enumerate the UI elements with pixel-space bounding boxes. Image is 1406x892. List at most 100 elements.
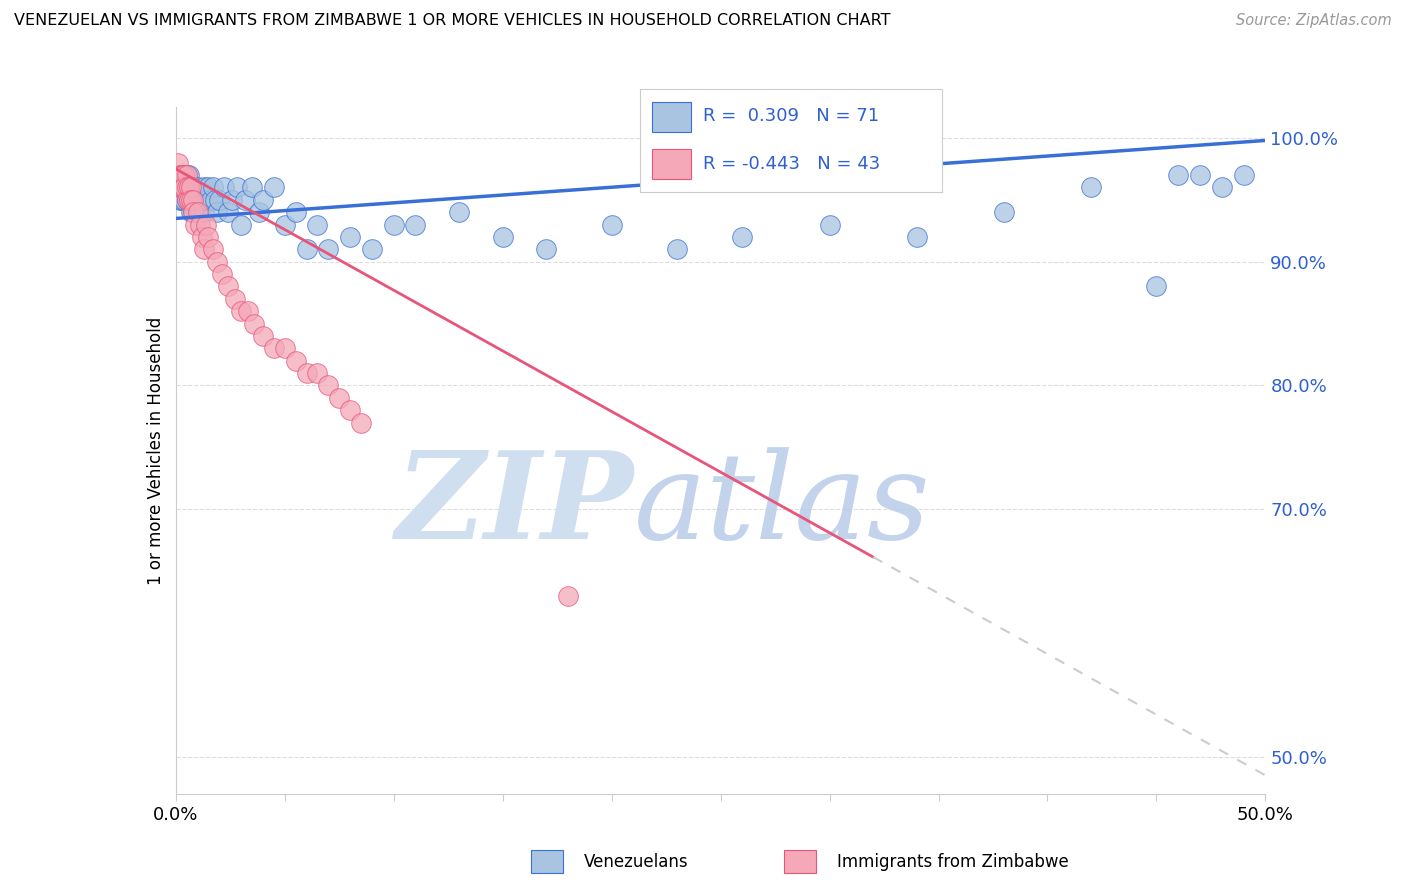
Point xyxy=(186,205,209,219)
Point xyxy=(731,230,754,244)
Bar xyxy=(652,149,692,179)
Point xyxy=(231,304,253,318)
Point xyxy=(181,205,204,219)
Point xyxy=(295,243,318,257)
Point xyxy=(905,230,928,244)
Point xyxy=(993,205,1015,219)
Point xyxy=(181,205,204,219)
Point xyxy=(167,180,190,194)
Point xyxy=(176,168,198,182)
Point xyxy=(197,180,219,194)
Point xyxy=(225,180,247,194)
Point xyxy=(318,378,340,392)
Point xyxy=(263,180,285,194)
Point xyxy=(247,205,270,219)
Point xyxy=(169,193,191,207)
Point xyxy=(181,180,204,194)
Point xyxy=(204,193,226,207)
Point xyxy=(208,193,231,207)
Point xyxy=(201,243,224,257)
Point xyxy=(360,243,382,257)
Y-axis label: 1 or more Vehicles in Household: 1 or more Vehicles in Household xyxy=(146,317,165,584)
Point xyxy=(274,342,297,356)
Text: ZIP: ZIP xyxy=(395,446,633,565)
Text: R =  0.309   N = 71: R = 0.309 N = 71 xyxy=(703,107,879,126)
Point xyxy=(600,218,623,232)
Point xyxy=(177,193,200,207)
Point xyxy=(231,218,253,232)
Point xyxy=(193,243,215,257)
Point xyxy=(176,168,198,182)
Point xyxy=(240,180,263,194)
Point xyxy=(176,180,198,194)
Point xyxy=(1144,279,1167,293)
Point xyxy=(284,353,307,368)
Point xyxy=(557,589,579,603)
Point xyxy=(405,218,427,232)
Point xyxy=(193,205,215,219)
Point xyxy=(177,193,200,207)
Bar xyxy=(652,102,692,132)
Point xyxy=(666,243,689,257)
Point xyxy=(318,243,340,257)
Point xyxy=(177,180,200,194)
Point xyxy=(534,243,557,257)
Point xyxy=(284,205,307,219)
Point xyxy=(205,205,228,219)
Point xyxy=(172,168,194,182)
Point xyxy=(176,193,198,207)
Point xyxy=(307,218,329,232)
Point xyxy=(1080,180,1102,194)
Point xyxy=(177,180,200,194)
Point xyxy=(188,193,211,207)
Point xyxy=(201,180,224,194)
Point xyxy=(169,168,191,182)
Point xyxy=(172,180,194,194)
Point xyxy=(191,193,214,207)
Point xyxy=(492,230,515,244)
Point xyxy=(169,168,191,182)
Point xyxy=(295,366,318,380)
Point xyxy=(217,279,239,293)
Point xyxy=(447,205,470,219)
Text: VENEZUELAN VS IMMIGRANTS FROM ZIMBABWE 1 OR MORE VEHICLES IN HOUSEHOLD CORRELATI: VENEZUELAN VS IMMIGRANTS FROM ZIMBABWE 1… xyxy=(14,13,890,29)
Point xyxy=(184,180,207,194)
Point xyxy=(263,342,285,356)
Point xyxy=(186,193,209,207)
Point xyxy=(236,304,259,318)
Point xyxy=(177,168,200,182)
Point xyxy=(200,193,222,207)
Point xyxy=(328,391,350,405)
Point xyxy=(181,193,204,207)
Point xyxy=(173,180,195,194)
Point xyxy=(184,193,207,207)
Point xyxy=(180,193,202,207)
Point xyxy=(211,267,233,281)
Point xyxy=(191,230,214,244)
Point xyxy=(167,155,190,169)
Point xyxy=(172,168,194,182)
Point xyxy=(173,168,195,182)
Point xyxy=(339,230,361,244)
Text: atlas: atlas xyxy=(633,447,931,564)
Text: R = -0.443   N = 43: R = -0.443 N = 43 xyxy=(703,154,880,172)
Point xyxy=(339,403,361,417)
Point xyxy=(221,193,243,207)
Point xyxy=(217,205,239,219)
Point xyxy=(172,168,194,182)
Point xyxy=(180,193,202,207)
Point xyxy=(252,193,274,207)
Point xyxy=(180,205,202,219)
Point xyxy=(212,180,235,194)
Point xyxy=(818,218,841,232)
Point xyxy=(274,218,297,232)
Point xyxy=(173,180,195,194)
Point xyxy=(1167,168,1189,182)
Point xyxy=(172,193,194,207)
Point xyxy=(195,193,218,207)
Text: Source: ZipAtlas.com: Source: ZipAtlas.com xyxy=(1236,13,1392,29)
Point xyxy=(180,180,202,194)
Point xyxy=(172,180,194,194)
Point xyxy=(193,180,215,194)
Point xyxy=(224,292,246,306)
